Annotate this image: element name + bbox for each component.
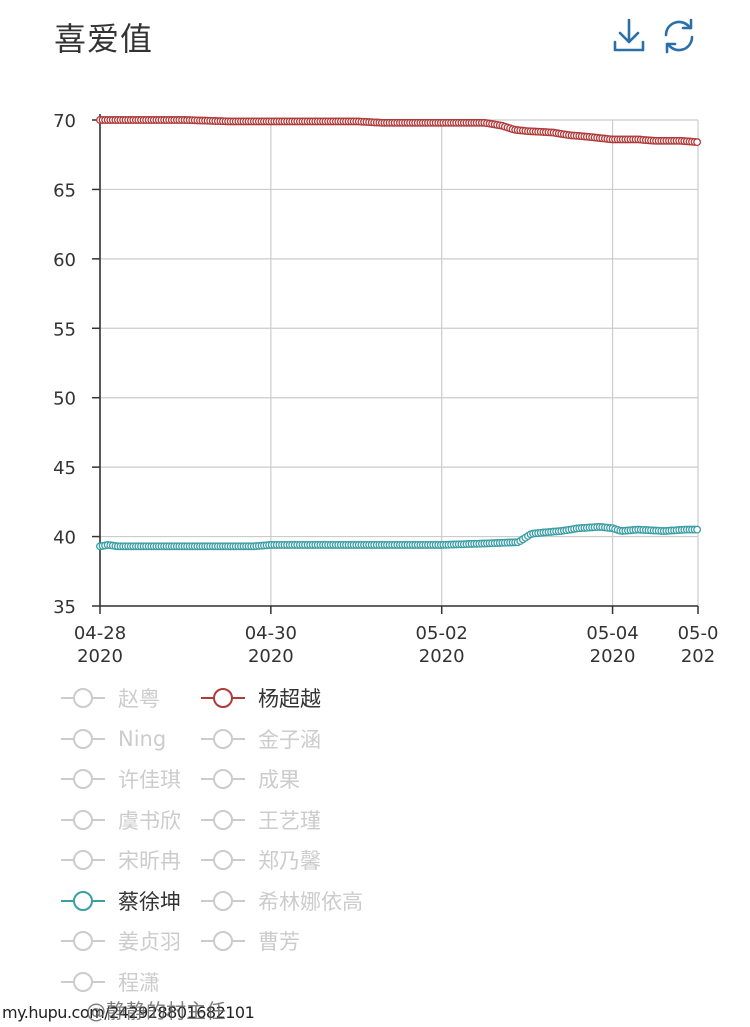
legend-item[interactable]: 宋昕冉 bbox=[60, 840, 181, 880]
y-tick-label: 55 bbox=[53, 319, 76, 340]
y-tick-label: 65 bbox=[53, 180, 76, 201]
legend-label: 姜贞羽 bbox=[118, 930, 181, 954]
legend-label: 程潇 bbox=[118, 970, 160, 995]
x-tick-label: 05-02 bbox=[416, 623, 468, 644]
x-tick-label: 05-0 bbox=[678, 623, 719, 644]
legend-label: 杨超越 bbox=[258, 687, 321, 711]
legend-item[interactable]: 王艺瑾 bbox=[200, 800, 321, 840]
legend-label: 王艺瑾 bbox=[258, 808, 321, 833]
legend-item[interactable]: 姜贞羽 bbox=[60, 921, 181, 961]
legend-marker-icon bbox=[61, 769, 105, 789]
y-tick-label: 45 bbox=[53, 458, 76, 479]
x-tick-label: 04-30 bbox=[245, 623, 297, 644]
watermark-author: @静静的村主任 bbox=[86, 999, 226, 1023]
legend-item[interactable]: 许佳琪 bbox=[60, 759, 181, 799]
legend-item[interactable]: 赵粤 bbox=[60, 678, 160, 718]
legend-marker-icon bbox=[61, 728, 105, 749]
legend-marker-icon bbox=[61, 850, 105, 870]
legend-item[interactable]: 蔡徐坤 bbox=[60, 881, 181, 921]
legend-label: 宋昕冉 bbox=[118, 849, 181, 873]
legend-label: 郑乃馨 bbox=[258, 849, 321, 873]
legend-marker-icon bbox=[61, 971, 105, 992]
legend-marker-icon bbox=[61, 688, 105, 708]
legend-marker-icon bbox=[61, 809, 105, 830]
legend-marker-icon bbox=[201, 931, 245, 951]
refresh-icon[interactable] bbox=[659, 16, 699, 56]
legend-marker-icon bbox=[201, 728, 245, 749]
legend-marker-icon bbox=[201, 890, 245, 911]
legend-marker-icon bbox=[201, 769, 245, 789]
line-chart: 354045505560657004-28202004-30202005-022… bbox=[53, 111, 719, 667]
chart-title: 喜爱值 bbox=[54, 20, 154, 58]
legend-label: 曹芳 bbox=[258, 930, 300, 954]
legend-marker-icon bbox=[201, 809, 245, 830]
legend-marker-icon bbox=[61, 931, 105, 951]
legend-item[interactable]: Ning bbox=[60, 719, 166, 759]
watermark-url: my.hupu.com/242928801682101 bbox=[2, 1003, 255, 1022]
legend-label: 希林娜依高 bbox=[258, 889, 363, 914]
legend-item[interactable]: 程潇 bbox=[60, 962, 160, 1002]
y-tick-label: 60 bbox=[53, 250, 76, 271]
legend-item[interactable]: 金子涵 bbox=[200, 719, 321, 759]
y-tick-label: 40 bbox=[53, 528, 76, 549]
x-tick-year: 202 bbox=[681, 646, 715, 667]
series-point bbox=[693, 525, 702, 534]
legend-label: 蔡徐坤 bbox=[118, 889, 181, 914]
x-tick-year: 2020 bbox=[77, 646, 123, 667]
x-tick-year: 2020 bbox=[590, 646, 636, 667]
legend-item[interactable]: 希林娜依高 bbox=[200, 881, 363, 921]
legend-label: 虞书欣 bbox=[118, 808, 181, 833]
legend-label: Ning bbox=[118, 726, 167, 751]
y-tick-label: 50 bbox=[53, 389, 76, 410]
legend-marker-icon bbox=[201, 850, 245, 870]
x-tick-year: 2020 bbox=[419, 646, 465, 667]
legend-item[interactable]: 郑乃馨 bbox=[200, 840, 321, 880]
legend-label: 许佳琪 bbox=[118, 768, 181, 792]
legend-item[interactable]: 虞书欣 bbox=[60, 800, 181, 840]
x-tick-label: 05-04 bbox=[586, 623, 638, 644]
x-tick-label: 04-28 bbox=[74, 623, 126, 644]
y-tick-label: 35 bbox=[53, 597, 76, 618]
legend-item[interactable]: 成果 bbox=[200, 759, 300, 799]
series-point bbox=[693, 138, 702, 147]
legend-label: 赵粤 bbox=[118, 687, 160, 711]
legend-marker-icon bbox=[61, 890, 105, 911]
legend-marker-icon bbox=[201, 688, 245, 708]
x-tick-year: 2020 bbox=[248, 646, 294, 667]
y-tick-label: 70 bbox=[53, 111, 76, 132]
download-icon[interactable] bbox=[609, 16, 649, 56]
legend-label: 金子涵 bbox=[258, 727, 321, 752]
legend-item[interactable]: 杨超越 bbox=[200, 678, 321, 718]
legend-label: 成果 bbox=[258, 768, 300, 792]
legend-item[interactable]: 曹芳 bbox=[200, 921, 300, 961]
